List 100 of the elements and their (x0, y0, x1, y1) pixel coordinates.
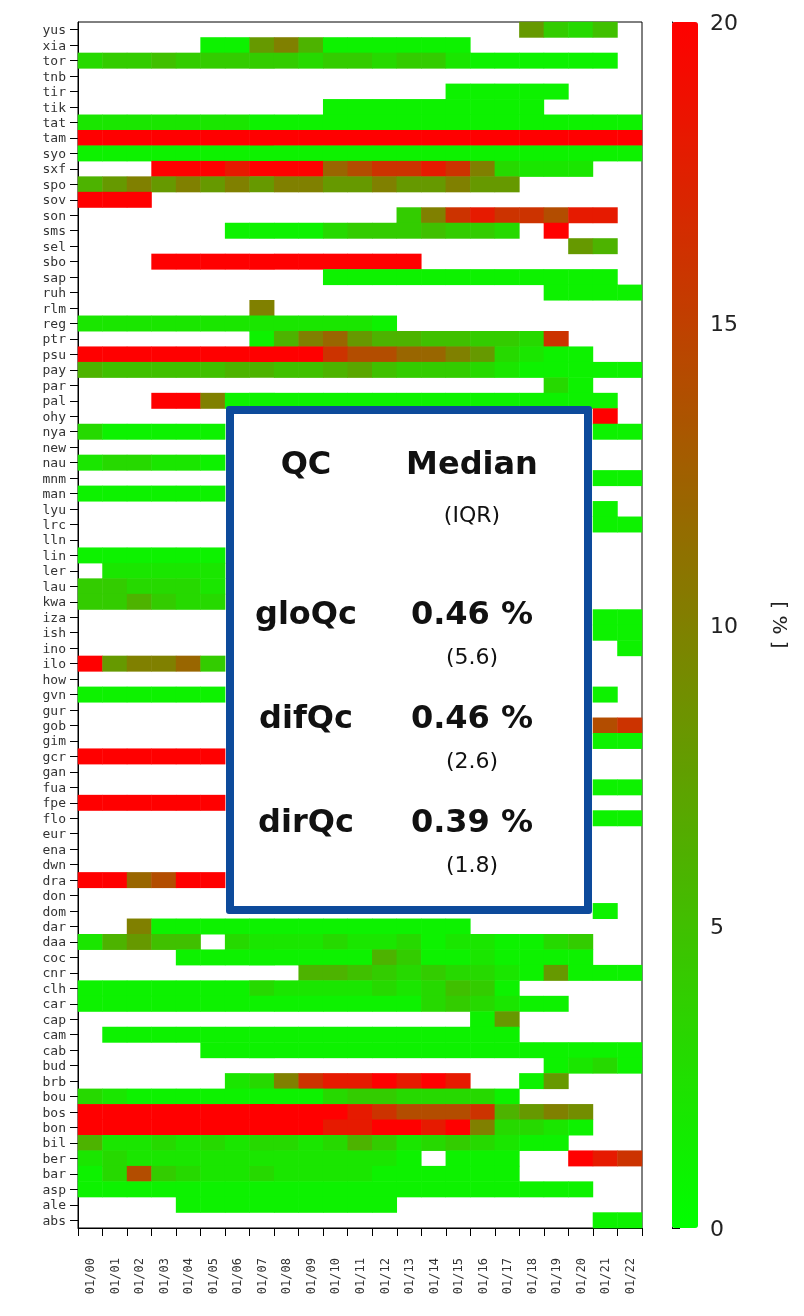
annotation: 0.46 % (410, 594, 534, 632)
y-tick-label: reg (42, 316, 66, 331)
y-tick-label: ler (42, 563, 67, 579)
y-tick-label: lrc (42, 517, 66, 532)
x-tick-label: 01/13 (402, 1258, 417, 1295)
x-tick-label: 01/06 (230, 1258, 245, 1295)
y-tick-label: gcr (42, 748, 67, 764)
y-tick-label: dom (42, 903, 67, 919)
y-tick-label: ale (42, 1197, 67, 1213)
y-tick-label: tor (42, 53, 67, 69)
y-tick-label: pay (42, 362, 67, 378)
annotation: (IQR) (443, 502, 501, 527)
y-tick-label: new (42, 439, 67, 455)
y-tick-label: clh (42, 980, 66, 996)
y-tick-label: ruh (42, 285, 66, 301)
y-tick-label: gim (42, 733, 67, 749)
y-tick-label: sap (42, 269, 67, 285)
y-tick-label: nau (42, 455, 66, 471)
y-tick-label: daa (42, 934, 66, 950)
annotation: (5.6) (445, 644, 499, 669)
x-tick-label: 01/08 (279, 1258, 294, 1295)
y-tick-label: ino (42, 640, 66, 656)
color-bar-label: 20 (710, 9, 738, 35)
x-tick-label: 01/01 (107, 1258, 122, 1295)
y-tick-label: lyu (42, 501, 66, 517)
y-tick-label: sel (42, 238, 66, 254)
y-tick-label: man (42, 486, 66, 502)
annotation: Median (406, 444, 538, 482)
y-tick-label: ptr (42, 331, 67, 347)
y-tick-label: car (42, 996, 67, 1012)
color-bar-label: 10 (710, 612, 738, 638)
color-bar-label: 5 (710, 914, 724, 939)
y-tick-label: lau (42, 578, 66, 594)
y-tick-label: kwa (42, 594, 66, 610)
x-tick-label: 01/17 (500, 1258, 515, 1295)
y-tick-label: tir (42, 84, 67, 100)
y-tick-label: dra (42, 872, 66, 888)
y-tick-label: tik (42, 99, 67, 115)
y-tick-label: abs (42, 1212, 66, 1228)
y-tick-label: dwn (42, 857, 66, 873)
x-tick-label: 01/00 (83, 1258, 98, 1295)
y-tick-label: cam (42, 1027, 67, 1043)
y-tick-label: fua (42, 779, 66, 795)
y-tick-label: bil (42, 1135, 66, 1151)
y-tick-label: cnr (42, 965, 67, 981)
y-tick-label: gob (42, 718, 67, 733)
y-tick-label: xia (42, 37, 66, 53)
annotation: 0.39 % (410, 802, 534, 840)
y-tick-label: syo (42, 145, 66, 161)
y-tick-label: lln (42, 532, 66, 548)
x-tick-label: 01/05 (205, 1258, 220, 1295)
x-tick-label: 01/18 (524, 1258, 539, 1295)
annotation: (2.6) (445, 748, 499, 773)
y-tick-label: tam (42, 130, 67, 146)
y-tick-label: mnm (42, 470, 67, 486)
y-tick-label: psu (42, 346, 66, 362)
y-tick-label: bar (42, 1166, 67, 1182)
y-tick-label: sms (42, 223, 66, 239)
x-tick-label: 01/14 (426, 1258, 441, 1295)
x-tick-label: 01/20 (573, 1258, 588, 1295)
y-tick-label: ena (42, 841, 66, 857)
annotation: difQc (259, 698, 353, 736)
color-bar-label: 0 (710, 1215, 724, 1241)
y-tick-label: tat (42, 115, 66, 130)
color-bar-label: 15 (710, 311, 738, 336)
y-tick-label: how (42, 671, 67, 687)
x-tick-label: 01/12 (377, 1258, 392, 1295)
annotation: 0.46 % (410, 698, 534, 736)
y-tick-label: cap (42, 1011, 67, 1027)
x-tick-label: 01/10 (328, 1258, 343, 1295)
x-tick-label: 01/21 (598, 1258, 613, 1295)
x-tick-label: 01/04 (181, 1258, 196, 1295)
annotation: (1.8) (445, 852, 499, 877)
x-tick-label: 01/19 (549, 1258, 564, 1295)
x-tick-label: 01/03 (156, 1258, 171, 1295)
y-tick-label: sxf (42, 161, 66, 177)
y-tick-label: asp (42, 1181, 67, 1197)
y-tick-label: coc (42, 949, 66, 965)
x-tick-label: 01/16 (475, 1258, 490, 1295)
y-tick-label: ilo (42, 656, 66, 672)
y-tick-label: bou (42, 1089, 66, 1105)
y-tick-label: brb (42, 1073, 67, 1089)
y-tick-label: fpe (42, 795, 67, 811)
x-tick-label: 01/09 (303, 1258, 318, 1295)
y-tick-label: bos (42, 1104, 66, 1120)
y-tick-label: sov (42, 192, 67, 208)
x-tick-label: 01/07 (254, 1258, 269, 1295)
y-tick-label: cab (42, 1042, 67, 1058)
y-tick-label: iza (42, 609, 66, 625)
y-tick-label: dar (42, 919, 67, 934)
y-tick-label: bud (42, 1058, 66, 1074)
y-tick-label: gvn (42, 687, 66, 703)
y-tick-label: son (42, 207, 66, 223)
y-tick-label: nya (42, 424, 66, 440)
y-tick-label: bon (42, 1120, 66, 1135)
y-tick-label: sbo (42, 254, 66, 270)
y-tick-label: lin (42, 547, 66, 563)
annotation: QC (280, 444, 332, 482)
x-tick-label: 01/22 (622, 1258, 637, 1295)
y-tick-label: don (42, 888, 66, 904)
